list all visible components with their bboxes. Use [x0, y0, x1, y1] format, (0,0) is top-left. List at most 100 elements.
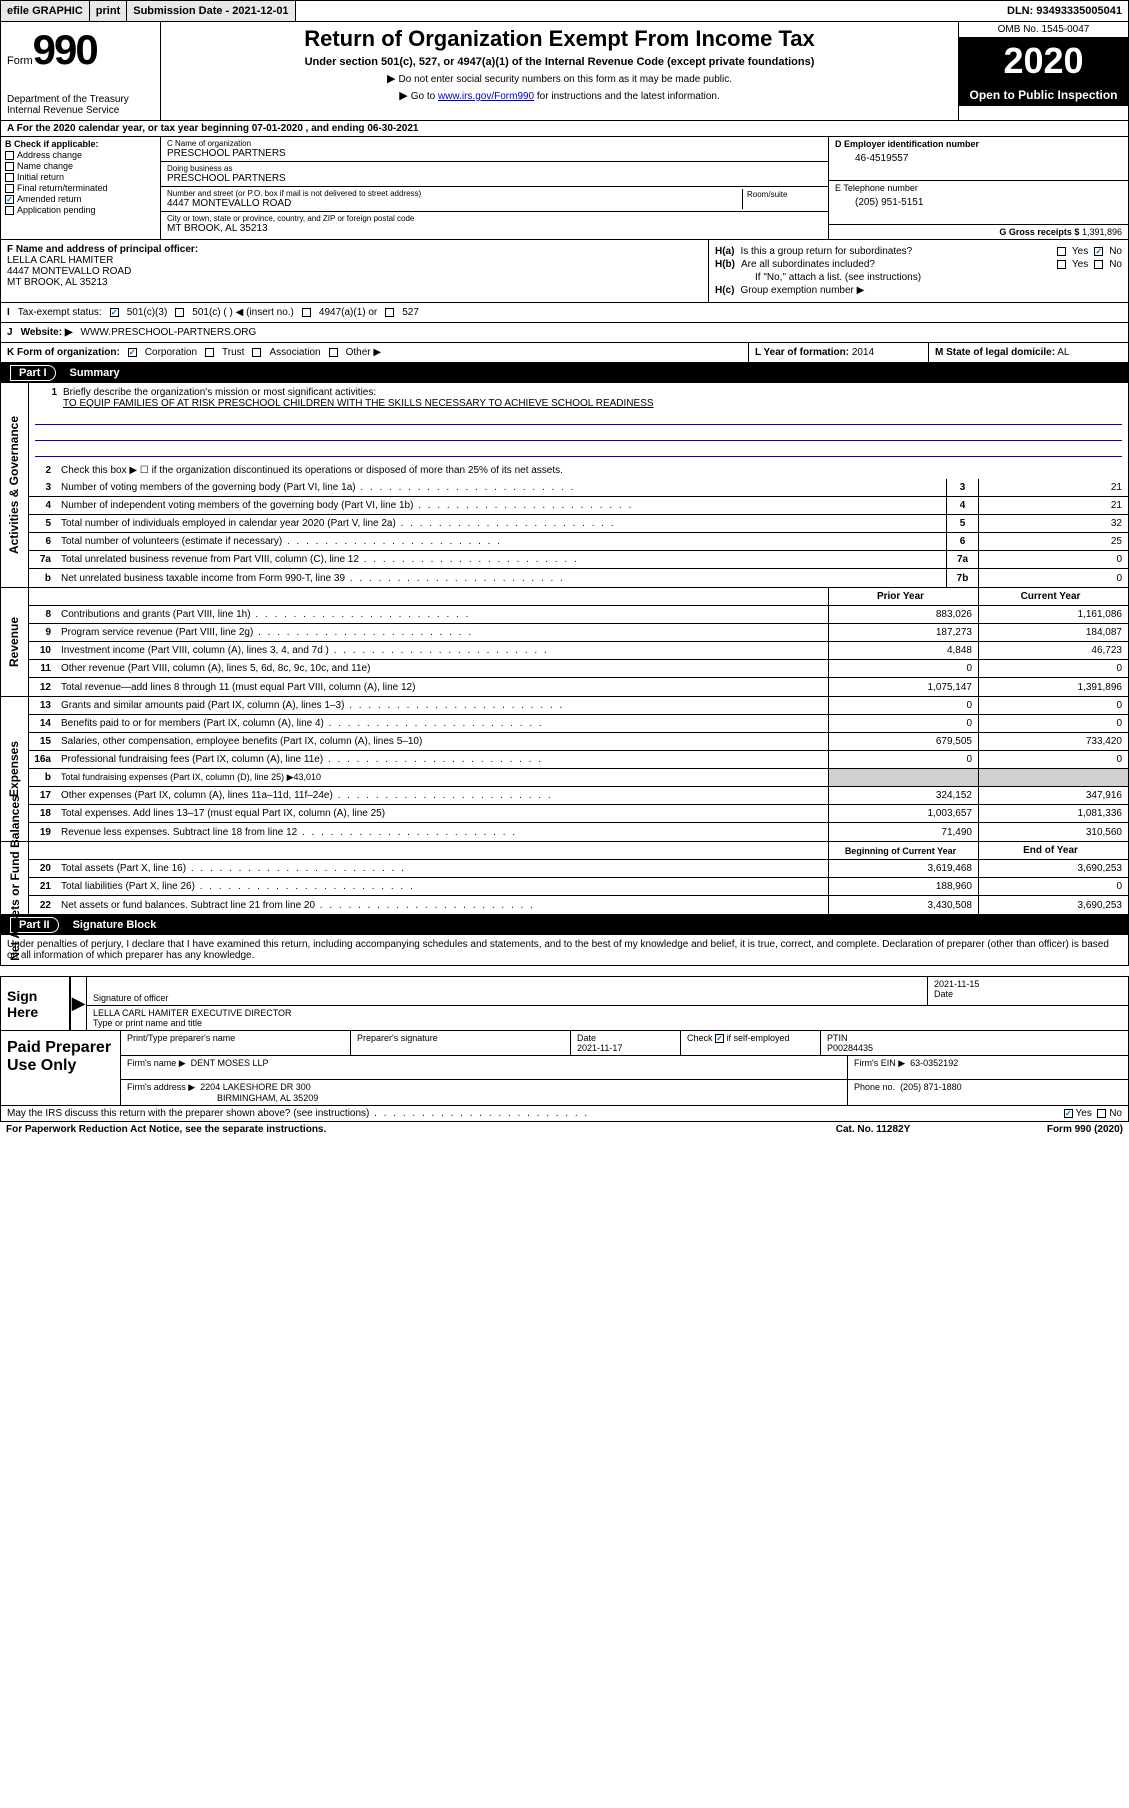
- perjury-statement: Under penalties of perjury, I declare th…: [0, 935, 1129, 966]
- paid-prep-label: Paid Preparer Use Only: [1, 1031, 121, 1105]
- line17-prior: 324,152: [828, 787, 978, 804]
- line15-prior: 679,505: [828, 733, 978, 750]
- cb-other[interactable]: [329, 348, 338, 357]
- header-center: Return of Organization Exempt From Incom…: [161, 22, 958, 120]
- col-end-year: End of Year: [978, 842, 1128, 859]
- cb-amended-return[interactable]: Amended return: [5, 194, 156, 204]
- line8-num: 8: [29, 609, 57, 620]
- cb-corp[interactable]: [128, 348, 137, 357]
- ha-yes-cb[interactable]: [1057, 247, 1066, 256]
- line3-desc: Number of voting members of the governin…: [57, 480, 946, 495]
- cb-trust[interactable]: [205, 348, 214, 357]
- line5-val: 32: [978, 515, 1128, 532]
- hb-text: Are all subordinates included?: [741, 259, 1051, 270]
- cb-final-return[interactable]: Final return/terminated: [5, 183, 156, 193]
- ein: 46-4519557: [835, 149, 1122, 164]
- line11-prior: 0: [828, 660, 978, 677]
- officer-addr1: 4447 MONTEVALLO ROAD: [7, 266, 702, 277]
- sign-here-block: Sign Here ▶ Signature of officer 2021-11…: [0, 976, 1129, 1031]
- part1-expenses: Expenses 13Grants and similar amounts pa…: [0, 697, 1129, 842]
- line15-curr: 733,420: [978, 733, 1128, 750]
- line16a-desc: Professional fundraising fees (Part IX, …: [57, 752, 828, 767]
- line9-desc: Program service revenue (Part VIII, line…: [57, 625, 828, 640]
- row-j-label: J: [7, 327, 13, 338]
- hb-no-cb[interactable]: [1094, 260, 1103, 269]
- line21-num: 21: [29, 881, 57, 892]
- irs-link[interactable]: www.irs.gov/Form990: [438, 91, 534, 102]
- ha-no-cb[interactable]: [1094, 247, 1103, 256]
- line6-desc: Total number of volunteers (estimate if …: [57, 534, 946, 549]
- top-bar: efile GRAPHIC print Submission Date - 20…: [0, 0, 1129, 22]
- line2-text: Check this box ▶ ☐ if the organization d…: [57, 463, 1128, 478]
- line12-curr: 1,391,896: [978, 678, 1128, 696]
- firm-ein-label: Firm's EIN ▶: [854, 1058, 905, 1068]
- line16b-prior: [828, 769, 978, 786]
- part2-header: Part II Signature Block: [0, 915, 1129, 935]
- line1-num: 1: [35, 387, 63, 398]
- sig-date: 2021-11-15: [934, 979, 1122, 989]
- line21-prior: 188,960: [828, 878, 978, 895]
- line13-prior: 0: [828, 697, 978, 714]
- line17-num: 17: [29, 790, 57, 801]
- line2-num: 2: [29, 465, 57, 476]
- line19-desc: Revenue less expenses. Subtract line 18 …: [57, 825, 828, 840]
- firm-phone: (205) 871-1880: [900, 1082, 962, 1092]
- org-name: PRESCHOOL PARTNERS: [167, 148, 822, 159]
- block-bcdeg: B Check if applicable: Address change Na…: [0, 137, 1129, 240]
- part1-netassets: Net Assets or Fund Balances Beginning of…: [0, 842, 1129, 915]
- print-button[interactable]: print: [90, 1, 127, 21]
- m-value: AL: [1057, 347, 1069, 358]
- hb-note: If "No," attach a list. (see instruction…: [715, 272, 1122, 283]
- form-subtitle: Under section 501(c), 527, or 4947(a)(1)…: [169, 56, 950, 68]
- cb-address-change[interactable]: Address change: [5, 150, 156, 160]
- sig-officer-label: Signature of officer: [93, 993, 921, 1003]
- paid-preparer-block: Paid Preparer Use Only Print/Type prepar…: [0, 1031, 1129, 1106]
- line10-desc: Investment income (Part VIII, column (A)…: [57, 643, 828, 658]
- ptin: P00284435: [827, 1043, 1122, 1053]
- part2-title: Signature Block: [73, 919, 157, 931]
- cb-501c3[interactable]: [110, 308, 119, 317]
- discuss-row: May the IRS discuss this return with the…: [0, 1106, 1129, 1122]
- officer-name: LELLA CARL HAMITER: [7, 255, 702, 266]
- line4-box: 4: [946, 497, 978, 514]
- cb-501c[interactable]: [175, 308, 184, 317]
- line7b-desc: Net unrelated business taxable income fr…: [57, 571, 946, 586]
- dba: PRESCHOOL PARTNERS: [167, 173, 822, 184]
- check-self-employed[interactable]: Check if self-employed: [681, 1031, 821, 1055]
- cb-initial-return[interactable]: Initial return: [5, 172, 156, 182]
- cb-4947[interactable]: [302, 308, 311, 317]
- line14-desc: Benefits paid to or for members (Part IX…: [57, 716, 828, 731]
- hb-yes-cb[interactable]: [1057, 260, 1066, 269]
- form-note2: ▶ Go to www.irs.gov/Form990 for instruct…: [169, 89, 950, 102]
- part1-title: Summary: [70, 367, 120, 379]
- header-right: OMB No. 1545-0047 2020 Open to Public In…: [958, 22, 1128, 120]
- line3-num: 3: [29, 482, 57, 493]
- firm-phone-label: Phone no.: [854, 1082, 895, 1092]
- ptin-label: PTIN: [827, 1033, 1122, 1043]
- form-note1: ▶ Do not enter social security numbers o…: [169, 72, 950, 85]
- row-j-website: J Website: ▶ WWW.PRESCHOOL-PARTNERS.ORG: [0, 323, 1129, 343]
- line13-num: 13: [29, 700, 57, 711]
- line4-val: 21: [978, 497, 1128, 514]
- line17-desc: Other expenses (Part IX, column (A), lin…: [57, 788, 828, 803]
- form-title: Return of Organization Exempt From Incom…: [169, 26, 950, 52]
- sign-here-label: Sign Here: [1, 977, 71, 1030]
- row-klm: K Form of organization: Corporation Trus…: [0, 343, 1129, 363]
- cb-application-pending[interactable]: Application pending: [5, 205, 156, 215]
- discuss-no-cb[interactable]: [1097, 1109, 1106, 1118]
- line16b-num: b: [29, 772, 57, 783]
- addr-label: Number and street (or P.O. box if mail i…: [167, 189, 742, 198]
- cb-527[interactable]: [385, 308, 394, 317]
- cb-name-change[interactable]: Name change: [5, 161, 156, 171]
- officer-addr2: MT BROOK, AL 35213: [7, 277, 702, 288]
- line22-prior: 3,430,508: [828, 896, 978, 914]
- discuss-yes-cb[interactable]: [1064, 1109, 1073, 1118]
- form-number: 990: [33, 26, 97, 74]
- line21-desc: Total liabilities (Part X, line 26): [57, 879, 828, 894]
- col-begin-year: Beginning of Current Year: [828, 842, 978, 859]
- l-label: L Year of formation:: [755, 347, 849, 358]
- line11-desc: Other revenue (Part VIII, column (A), li…: [57, 661, 828, 676]
- line7a-desc: Total unrelated business revenue from Pa…: [57, 552, 946, 567]
- cb-assoc[interactable]: [252, 348, 261, 357]
- room-label: Room/suite: [747, 190, 787, 199]
